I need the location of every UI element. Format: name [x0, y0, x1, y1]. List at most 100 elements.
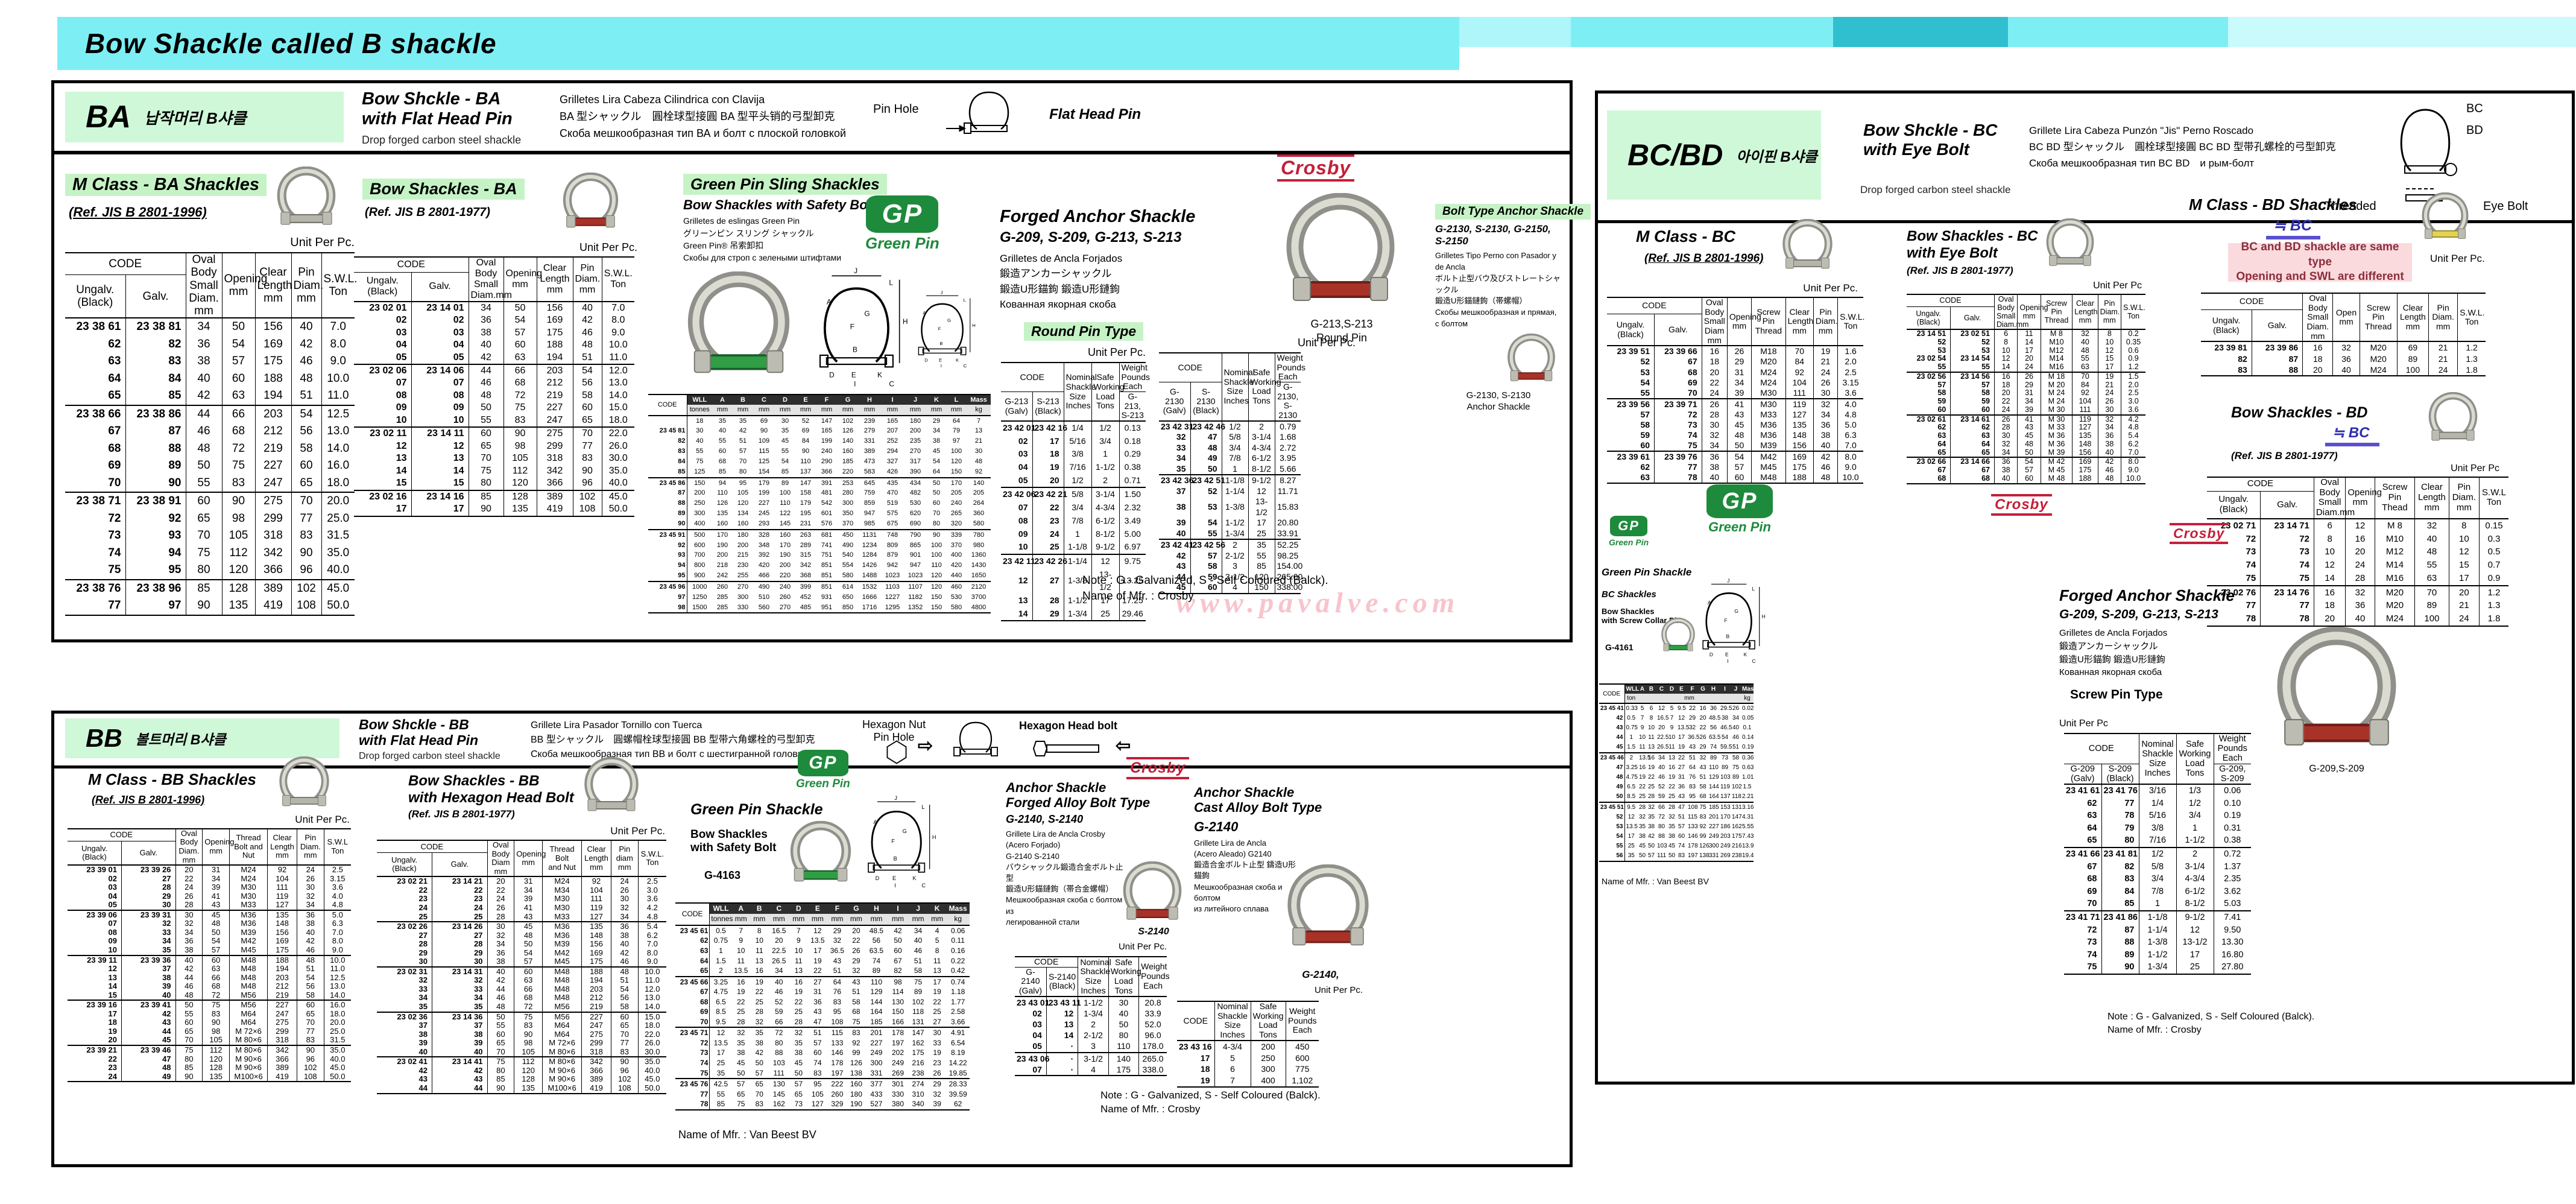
hexagon-head-bolt-label: Hexagon Head bolt: [1019, 720, 1118, 732]
table-cell: 42: [1599, 714, 1625, 724]
table-cell: 7/8: [1221, 453, 1249, 464]
banner-segment: [2008, 17, 2228, 47]
table-cell: 51: [1732, 744, 1740, 751]
table-row: 70 90 55 83 247 65 18.0: [65, 474, 355, 493]
table-cell: 74: [1709, 744, 1717, 751]
table-cell: 18: [1032, 448, 1064, 461]
table-row: 55 55 14 24 M16 63 17 1.2: [1907, 363, 2145, 372]
table-row: 42 0.5 7 8 16.5 7 12 29 20 48.5 38 34 0.05: [1599, 714, 1754, 724]
table-cell: 105: [221, 527, 255, 545]
table-header-cell: D: [1667, 684, 1676, 694]
table-cell: 194: [581, 976, 611, 985]
table-cell: 200: [737, 541, 749, 549]
table-cell: 25: [1248, 528, 1275, 540]
table-cell: 79: [952, 427, 961, 435]
table-cell: 32: [487, 931, 514, 940]
table-cell: 67: [675, 987, 710, 997]
table-cell: 133: [831, 1038, 844, 1047]
table-row: 08 23 7/8 6-1/2 3.49: [1001, 514, 1146, 528]
table-cell: 20: [2017, 355, 2041, 364]
table-cell: 35.0: [637, 1056, 666, 1066]
table-cell: 80: [739, 467, 747, 475]
table-header-cell: Oval Body Small Diam. mm: [2302, 293, 2333, 342]
bow-bc-table: CODE Oval Body Small Diam.mm Opening mm Scr…: [1907, 294, 2145, 484]
m-bd-unit: Unit Per Pc.: [2430, 253, 2485, 264]
table-cell: 24: [610, 876, 639, 886]
table-cell: 23 38 96: [125, 578, 186, 598]
table-cell: 60: [2017, 474, 2041, 484]
table-header-cell: Thread Bolt and Nut: [542, 840, 582, 877]
table-cell: M 39: [2040, 448, 2072, 458]
table-cell: 3-1/4: [2176, 860, 2214, 873]
table-cell: 5.66: [1274, 463, 1301, 475]
table-header-cell: Oval Body Small Diam mm: [1701, 297, 1728, 346]
table-cell: 74: [2246, 560, 2256, 571]
table-cell: 18: [2313, 599, 2346, 613]
table-cell: 7.0: [1837, 440, 1863, 452]
table-cell: 05: [1032, 1041, 1042, 1051]
table-cell: 4.8: [1837, 409, 1863, 420]
table-cell: 300: [1709, 843, 1719, 850]
table-cell: 1488: [862, 572, 877, 580]
table-header-cell: mm: [753, 405, 775, 416]
table-cell: 68: [1950, 474, 1995, 484]
table-cell: M100×6: [542, 1083, 582, 1094]
bcbd-diagram-icon: [2400, 109, 2457, 201]
table-row: 15 40 48 72 M56 219 58 14.0: [68, 990, 351, 1001]
table-cell: 10.0: [323, 954, 351, 965]
bow-bd-approx: ≒ BC: [2332, 424, 2370, 441]
table-cell: 318: [581, 1047, 611, 1057]
table-cell: 12: [1018, 575, 1028, 586]
table-row: 05 30 28 43 M33 127 34 4.8: [68, 901, 351, 910]
table-cell: 32: [1813, 398, 1838, 410]
dimension-diagram-icon: J H G F B D E K I A L C: [810, 265, 912, 389]
table-cell: 2120: [967, 580, 991, 592]
table-cell: 1-3/4: [2138, 961, 2176, 974]
table-cell: M30: [229, 892, 268, 901]
table-cell: 10: [737, 946, 745, 955]
table-cell: 148: [267, 919, 297, 928]
forged-alloy-h1: Anchor Shackle: [1006, 780, 1106, 795]
table-cell: 36: [185, 335, 222, 353]
table-cell: 53: [1950, 346, 1995, 355]
table-cell: 36: [1701, 451, 1728, 463]
table-cell: 3.15: [323, 874, 351, 884]
svg-text:G: G: [864, 309, 870, 318]
table-cell: 212: [581, 993, 611, 1003]
table-cell: 239: [858, 414, 881, 426]
table-cell: 27.80: [2213, 961, 2251, 974]
table-cell: M48: [542, 966, 582, 977]
table-cell: 31.5: [321, 527, 355, 545]
table-cell: 8.0: [637, 948, 666, 958]
table-cell: 32: [731, 1027, 751, 1038]
table-header-cell: Clear Length mm: [2396, 293, 2429, 342]
table-cell: 28: [121, 883, 176, 892]
table-cell: 120: [221, 562, 255, 580]
table-cell: 16: [1668, 764, 1676, 772]
table-row: 28 28 34 50 M39 156 40 7.0: [377, 940, 666, 949]
table-cell: 0.75: [713, 936, 728, 945]
table-cell: 2.0: [2121, 381, 2145, 390]
table-cell: 50: [503, 300, 537, 315]
table-cell: 23 02 56: [1907, 371, 1951, 381]
table-cell: 270: [733, 580, 753, 592]
table-cell: 30: [296, 883, 324, 892]
table-cell: 50: [1639, 852, 1646, 860]
table-cell: 22: [1687, 703, 1698, 714]
table-cell: 34: [514, 886, 543, 895]
table-cell: 1-1/2: [1091, 461, 1120, 474]
table-header-cell: Pin Diam. mm: [572, 257, 602, 302]
table-cell: 08: [411, 389, 469, 402]
table-cell: 68: [2087, 874, 2097, 884]
table-header-cell: CODE: [1177, 1001, 1214, 1041]
table-cell: 49: [121, 1072, 176, 1082]
table-cell: 19: [737, 987, 745, 996]
table-cell: 23 42 26: [1032, 553, 1067, 568]
table-cell: 55: [487, 1021, 514, 1030]
svg-text:J: J: [894, 795, 897, 801]
table-cell: 18.0: [601, 414, 635, 428]
table-cell: 108: [291, 597, 321, 615]
table-cell: 32: [2332, 341, 2360, 353]
table-cell: 1-1/8: [1221, 474, 1249, 486]
table-row: 24 49 90 135 M100×6 419 108 50.0: [68, 1072, 351, 1082]
